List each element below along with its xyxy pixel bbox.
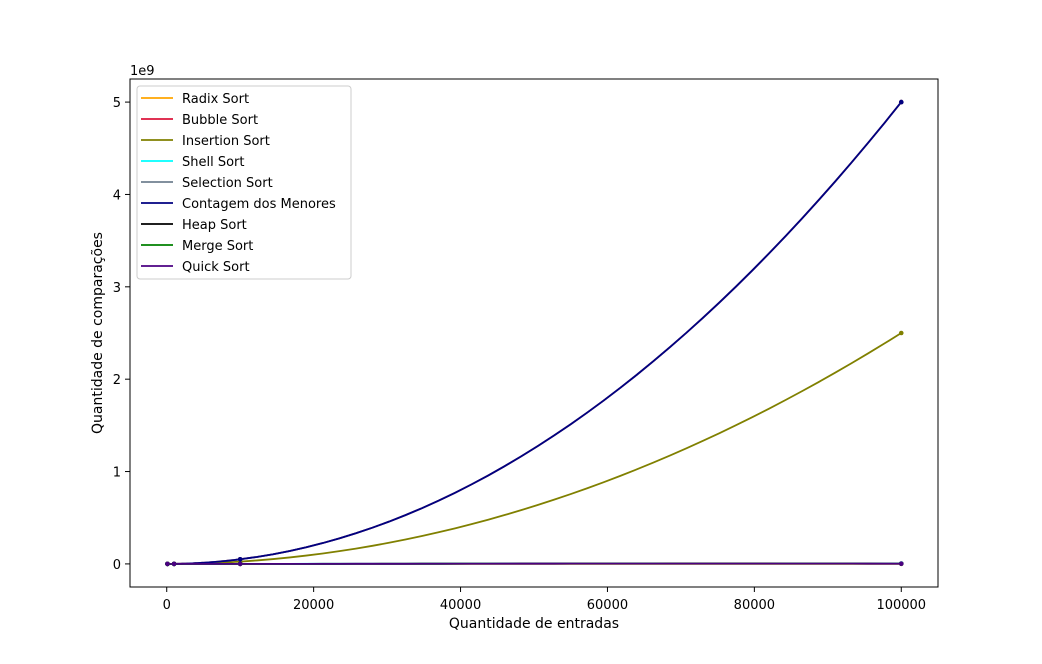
legend: Radix Sort Bubble Sort Insertion Sort Shell…: [137, 86, 351, 279]
legend-label-selection-sort: Selection Sort: [182, 176, 273, 191]
x-tick-label: 80000: [734, 598, 775, 613]
legend-label-merge-sort: Merge Sort: [182, 239, 253, 254]
x-axis-ticks: 0 20000 40000 60000 80000 100000: [163, 587, 927, 613]
data-point-contagem-dos-menores: [238, 557, 243, 562]
data-point-quick-sort: [172, 562, 177, 567]
legend-label-insertion-sort: Insertion Sort: [182, 134, 270, 149]
y-tick-label: 2: [113, 373, 121, 388]
data-point-contagem-dos-menores: [899, 100, 904, 105]
legend-label-quick-sort: Quick Sort: [182, 260, 250, 275]
x-tick-label: 0: [163, 598, 171, 613]
data-point-quick-sort: [238, 562, 243, 567]
y-tick-label: 3: [113, 281, 121, 296]
x-tick-label: 60000: [587, 598, 628, 613]
y-tick-label: 1: [113, 466, 121, 481]
data-point-insertion-sort: [899, 331, 904, 336]
legend-label-radix-sort: Radix Sort: [182, 92, 249, 107]
legend-label-bubble-sort: Bubble Sort: [182, 113, 258, 128]
legend-label-contagem-dos-menores: Contagem dos Menores: [182, 197, 336, 212]
x-tick-label: 40000: [440, 598, 481, 613]
data-point-quick-sort: [165, 562, 170, 567]
x-axis-label: Quantidade de entradas: [449, 616, 619, 632]
legend-label-heap-sort: Heap Sort: [182, 218, 247, 233]
y-tick-label: 5: [113, 96, 121, 111]
legend-label-shell-sort: Shell Sort: [182, 155, 245, 170]
y-tick-label: 0: [113, 558, 121, 573]
y-axis-ticks: 0 1 2 3 4 5: [113, 96, 130, 573]
data-point-quick-sort: [899, 561, 904, 566]
y-offset-label: 1e9: [130, 64, 155, 79]
y-axis-label: Quantidade de comparações: [90, 232, 106, 434]
x-tick-label: 20000: [293, 598, 334, 613]
y-tick-label: 4: [113, 188, 121, 203]
x-tick-label: 100000: [876, 598, 926, 613]
